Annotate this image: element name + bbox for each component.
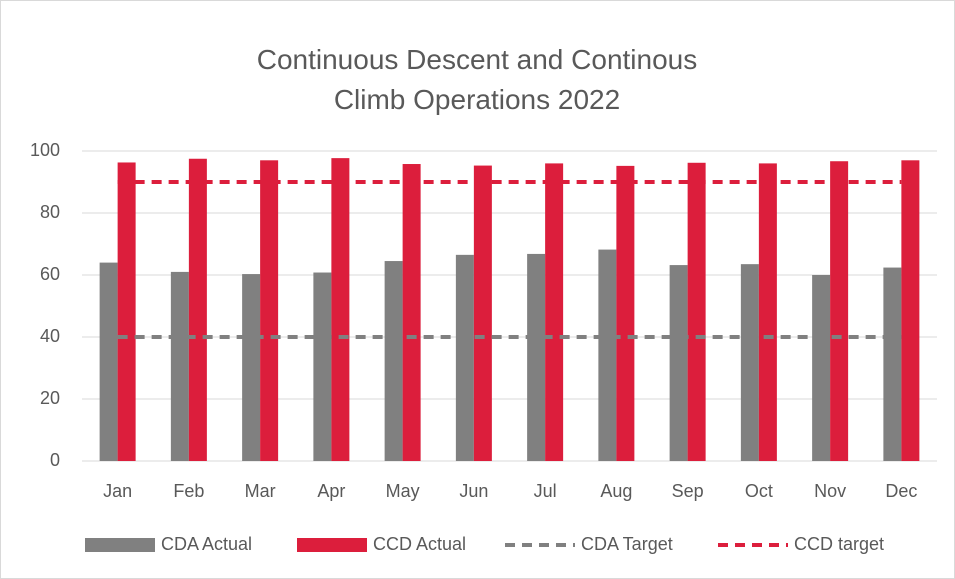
bar [812,275,831,461]
y-tick-label: 20 [40,388,60,408]
bar [260,160,279,462]
y-tick-label: 40 [40,326,60,346]
bar [758,163,777,461]
y-tick-label: 80 [40,202,60,222]
bar [402,164,421,461]
bar [313,272,332,461]
x-tick-label: Sep [672,481,704,501]
x-tick-label: Dec [885,481,917,501]
bar [99,262,118,461]
bar [170,271,189,461]
bar [598,249,617,461]
x-tick-label: Mar [245,481,276,501]
x-tick-label: Jul [534,481,557,501]
x-tick-label: May [386,481,420,501]
legend-label: CCD target [794,534,884,554]
bar [384,261,403,461]
legend-swatch [85,538,155,552]
chart-title: Continuous Descent and Continous Climb O… [256,44,698,115]
x-tick-label: Nov [814,481,846,501]
bar [616,165,635,461]
bar [687,162,706,461]
bar [883,267,902,461]
bar [473,165,492,461]
x-tick-label: Feb [173,481,204,501]
legend-label: CCD Actual [373,534,466,554]
x-tick-label: Jan [103,481,132,501]
x-tick-label: Jun [459,481,488,501]
bar [527,253,546,461]
legend-label: CDA Target [581,534,673,554]
y-tick-label: 60 [40,264,60,284]
bar [545,163,564,461]
bar [331,158,350,461]
bar [669,265,688,461]
bar [188,158,207,461]
legend-label: CDA Actual [161,534,252,554]
y-tick-label: 100 [30,140,60,160]
bar [901,160,920,462]
bar [830,161,849,462]
bar [455,254,474,461]
bar [740,264,759,461]
y-tick-label: 0 [50,450,60,470]
legend-swatch [297,538,367,552]
bar [242,274,261,461]
bar [117,162,136,461]
x-tick-label: Oct [745,481,773,501]
x-tick-label: Apr [317,481,345,501]
x-tick-label: Aug [600,481,632,501]
